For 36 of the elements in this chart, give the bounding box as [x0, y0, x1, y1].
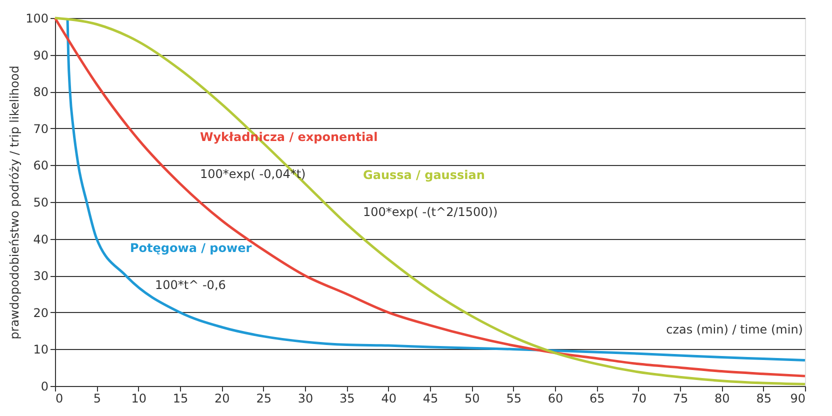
x-tick-label: 55: [506, 392, 522, 406]
y-tick-label: 60: [33, 158, 48, 173]
x-tick-label: 35: [340, 392, 355, 406]
x-tick-label: 25: [256, 392, 272, 406]
annotation: 100*t^ -0,6: [155, 278, 226, 292]
y-tick-label: 40: [33, 232, 48, 246]
x-tick-label: 50: [464, 392, 480, 406]
y-tick-label: 30: [33, 269, 48, 284]
series-label: Potęgowa / power: [130, 241, 252, 255]
x-tick-label: 70: [631, 392, 646, 406]
y-tick-label: 70: [33, 122, 48, 136]
x-tick-label: 5: [93, 392, 101, 406]
x-tick-label: 15: [172, 392, 188, 406]
text: Gaussa / gaussian: [363, 168, 485, 182]
x-tick-label: 65: [590, 392, 605, 406]
x-tick-label: 75: [672, 392, 688, 406]
x-tick-label: 20: [214, 392, 230, 406]
x-tick-label: 60: [548, 392, 564, 406]
y-tick-label: 80: [33, 85, 48, 100]
annotation: 100*exp( -(t^2/1500)): [363, 205, 498, 219]
y-tick-label: 90: [33, 48, 48, 62]
x-tick-label: 80: [714, 392, 730, 406]
x-tick-label: 30: [298, 392, 314, 406]
y-tick-label: 20: [33, 306, 48, 320]
y-axis-title: prawdopodobieństwo podróży / trip likelihood: [8, 66, 22, 340]
x-tick-label: 10: [131, 392, 146, 406]
x-tick-label: 90: [790, 392, 806, 406]
y-tick-label: 0: [40, 380, 48, 394]
x-tick-label: 0: [56, 392, 64, 406]
y-tick-label: 100: [26, 12, 48, 26]
y-tick-label: 10: [33, 342, 48, 357]
x-tick-label: 85: [756, 392, 772, 406]
x-axis-title: czas (min) / time (min): [666, 322, 803, 336]
x-tick-label: 45: [422, 392, 438, 406]
y-tick-label: 50: [33, 196, 48, 210]
x-tick-label: 40: [381, 392, 396, 406]
